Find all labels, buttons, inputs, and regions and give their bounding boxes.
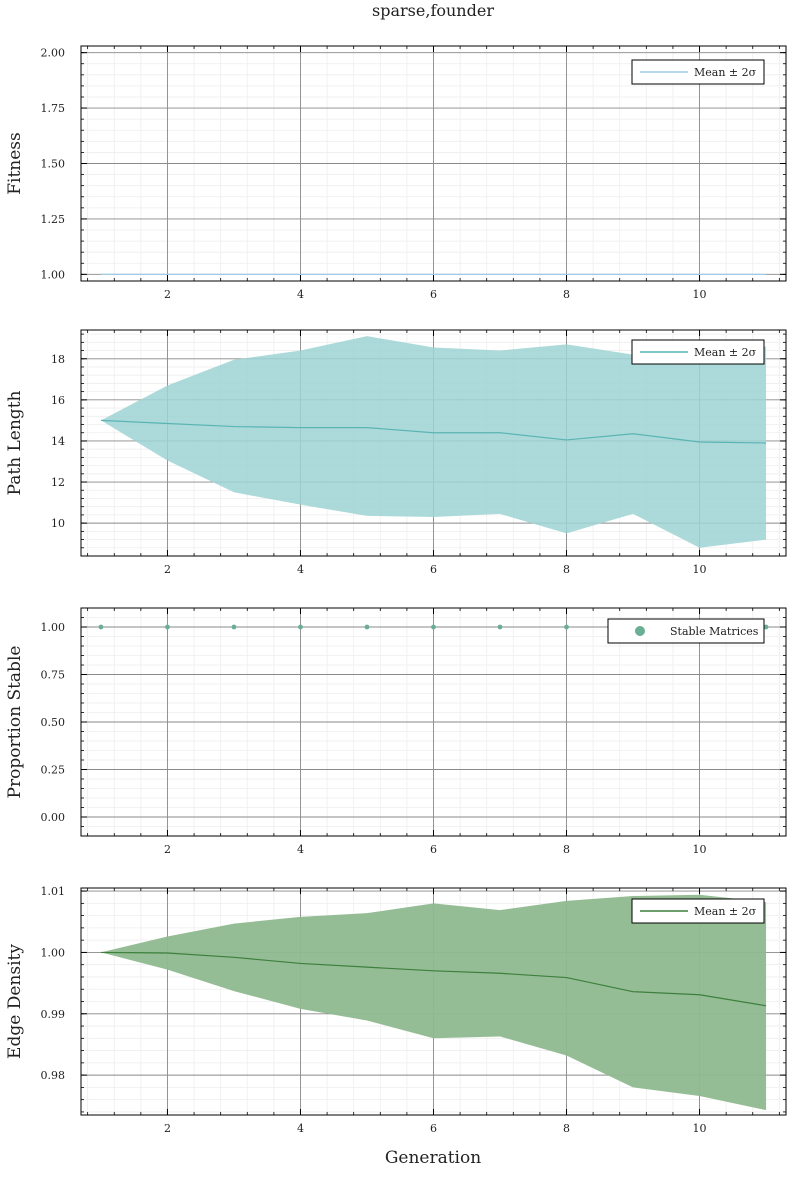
legend-label: Stable Matrices — [670, 625, 759, 638]
legend: Mean ± 2σ — [631, 339, 765, 365]
legend-label: Mean ± 2σ — [694, 66, 757, 79]
point-proportion-stable — [364, 624, 370, 630]
y-tick-label: 1.50 — [41, 158, 66, 171]
y-tick-label: 2.00 — [41, 47, 66, 60]
y-tick-label: 0.75 — [41, 669, 66, 682]
panel-edge-density: 2 4 6 8 10 0.98 0.99 1.00 1.01 Edge Density Mean ±… — [5, 885, 787, 1135]
y-tick-label: 1.75 — [41, 102, 66, 115]
y-axis-label: Edge Density — [5, 944, 25, 1059]
point-proportion-stable — [564, 624, 569, 630]
x-tick-label: 10 — [693, 288, 707, 301]
legend: Mean ± 2σ — [631, 898, 765, 924]
x-tick-label: 8 — [563, 563, 570, 576]
x-tick-label: 10 — [693, 1122, 707, 1135]
mean-line-edge-density — [100, 951, 767, 1007]
legend-marker — [635, 626, 645, 636]
point-proportion-stable — [98, 624, 104, 630]
y-tick-label: 16 — [51, 394, 65, 407]
x-axis-label: Generation — [385, 1148, 481, 1168]
band-edge-density — [100, 894, 767, 1111]
x-tick-label: 8 — [563, 843, 570, 856]
x-tick-label: 2 — [164, 843, 171, 856]
panel-path-length: 2 4 6 8 10 10 12 14 16 18 Path Length Mean ± 2σ — [5, 329, 787, 576]
x-tick-label: 6 — [430, 1122, 437, 1135]
y-tick-label: 1.00 — [41, 946, 66, 959]
band-path-length — [100, 336, 767, 548]
legend: Mean ± 2σ — [631, 59, 765, 85]
y-tick-label: 12 — [51, 476, 65, 489]
x-tick-label: 8 — [563, 1122, 570, 1135]
y-tick-label: 10 — [51, 517, 65, 530]
point-proportion-stable — [431, 624, 436, 630]
x-tick-label: 10 — [693, 843, 707, 856]
legend-label: Mean ± 2σ — [694, 346, 757, 359]
x-tick-label: 4 — [297, 288, 304, 301]
panel-fitness: 2 4 6 8 10 1.00 1.25 1.50 1.75 2.00 Fitness Mean ± … — [5, 45, 787, 301]
y-axis-label: Proportion Stable — [5, 646, 25, 799]
y-tick-label: 1.25 — [41, 213, 66, 226]
point-proportion-stable — [298, 624, 303, 630]
x-tick-label: 4 — [297, 563, 304, 576]
x-tick-label: 2 — [164, 1122, 171, 1135]
y-tick-label: 0.50 — [41, 716, 66, 729]
y-tick-label: 0.25 — [41, 764, 66, 777]
legend-box — [607, 618, 765, 644]
legend: Stable Matrices — [607, 618, 765, 644]
x-tick-label: 2 — [164, 288, 171, 301]
point-proportion-stable — [231, 624, 237, 630]
legend-label: Mean ± 2σ — [694, 905, 757, 918]
point-proportion-stable — [165, 624, 170, 630]
x-tick-label: 2 — [164, 563, 171, 576]
x-tick-label: 8 — [563, 288, 570, 301]
x-tick-label: 6 — [430, 843, 437, 856]
y-tick-label: 14 — [51, 435, 65, 448]
point-proportion-stable — [763, 624, 769, 630]
y-tick-label: 1.01 — [41, 885, 66, 898]
y-tick-label: 1.00 — [41, 268, 66, 281]
x-tick-label: 4 — [297, 843, 304, 856]
y-tick-label: 1.00 — [41, 621, 66, 634]
x-tick-label: 6 — [430, 563, 437, 576]
y-axis-label: Fitness — [5, 132, 25, 195]
y-tick-label: 0.98 — [41, 1069, 66, 1082]
y-tick-label: 0.99 — [41, 1008, 66, 1021]
legend-box — [631, 59, 765, 85]
figure-title: sparse,founder — [372, 1, 494, 20]
panel-proportion-stable: 2 4 6 8 10 0.00 0.25 0.50 0.75 1.00 Proportion Sta… — [5, 607, 787, 856]
x-tick-label: 10 — [693, 563, 707, 576]
x-tick-label: 6 — [430, 288, 437, 301]
point-proportion-stable — [497, 624, 503, 630]
y-axis-label: Path Length — [5, 390, 25, 495]
y-tick-label: 18 — [51, 353, 65, 366]
mean-line-path-length — [100, 419, 767, 444]
y-tick-label: 0.00 — [41, 811, 66, 824]
x-tick-label: 4 — [297, 1122, 304, 1135]
